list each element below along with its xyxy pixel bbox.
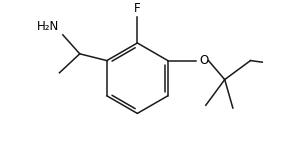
Text: O: O [199, 54, 208, 67]
Text: F: F [134, 2, 141, 15]
Text: H₂N: H₂N [37, 20, 59, 33]
